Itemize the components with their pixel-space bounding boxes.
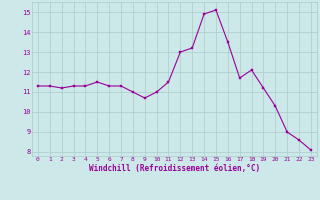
X-axis label: Windchill (Refroidissement éolien,°C): Windchill (Refroidissement éolien,°C) <box>89 164 260 173</box>
